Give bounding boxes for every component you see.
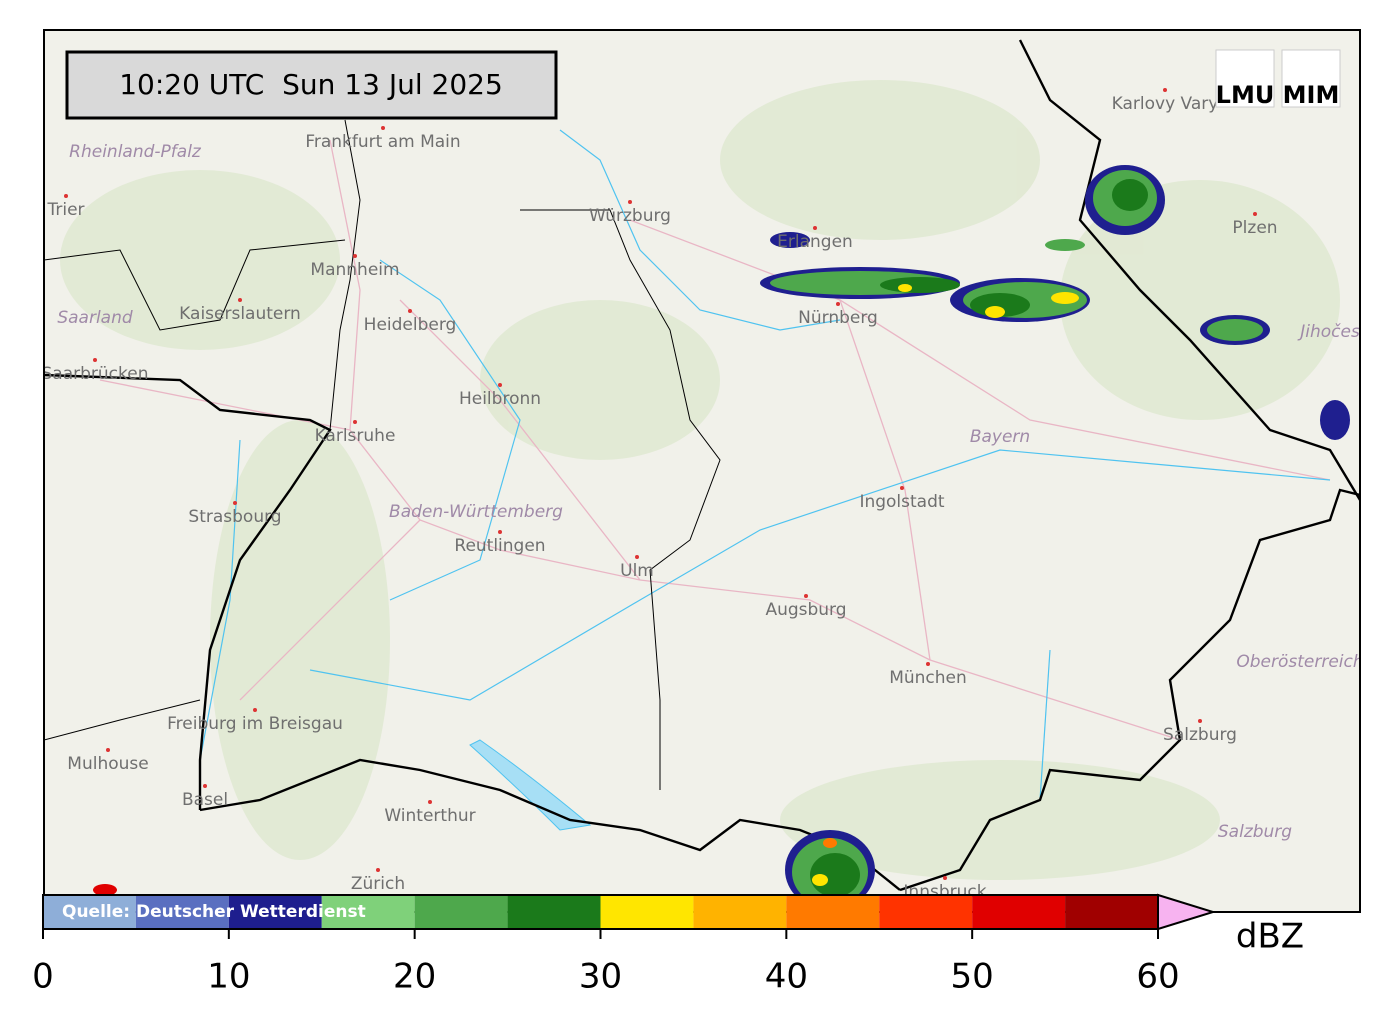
country-borders <box>44 39 1360 892</box>
place-marker <box>408 309 412 313</box>
place-marker <box>93 358 97 362</box>
colorbar-tick-label: 50 <box>951 957 994 997</box>
place-label: Zürich <box>351 874 405 894</box>
logo <box>1281 49 1341 108</box>
place-marker <box>428 800 432 804</box>
place-label: Winterthur <box>384 806 475 826</box>
place-label: Heidelberg <box>364 315 457 335</box>
terrain <box>60 80 1340 880</box>
place-label: München <box>889 668 967 688</box>
place-label: Karlovy Vary <box>1112 94 1219 114</box>
colorbar-segment <box>786 895 880 929</box>
place-marker <box>233 501 237 505</box>
place-marker <box>238 298 242 302</box>
place-marker <box>376 868 380 872</box>
place-label: Ingolstadt <box>859 492 944 512</box>
place-label: Heilbronn <box>459 389 541 409</box>
colorbar-tick-label: 10 <box>207 957 250 997</box>
place-label: Salzburg <box>1163 725 1237 745</box>
place-label: Karlsruhe <box>315 426 396 446</box>
place-marker <box>498 530 502 534</box>
place-marker <box>628 200 632 204</box>
place-label: Kaiserslautern <box>179 304 301 324</box>
place-marker <box>635 555 639 559</box>
place-marker <box>1163 88 1167 92</box>
rivers <box>199 129 1331 801</box>
place-label: Ulm <box>620 561 654 581</box>
colorbar-segment <box>1065 895 1158 929</box>
place-marker <box>203 784 207 788</box>
lake <box>469 739 592 831</box>
colorbar-segment <box>879 895 973 929</box>
place-label: Plzen <box>1232 218 1277 238</box>
place-marker <box>64 194 68 198</box>
place-label: Basel <box>182 790 228 810</box>
place-label: Nürnberg <box>798 308 878 328</box>
colorbar: 0 10 20 30 40 50 60 dBZ <box>32 893 1304 997</box>
logo <box>1215 49 1275 108</box>
place-label: Frankfurt am Main <box>305 132 460 152</box>
place-marker <box>813 226 817 230</box>
place-label: Erlangen <box>777 232 853 252</box>
logo-text: LMU <box>1216 81 1275 109</box>
colorbar-segment <box>321 895 415 929</box>
place-label: Strasbourg <box>188 507 281 527</box>
place-label: Saarbrücken <box>42 364 149 384</box>
place-marker <box>253 708 257 712</box>
place-label: Trier <box>46 200 84 220</box>
place-marker <box>353 254 357 258</box>
colorbar-segment <box>600 895 694 929</box>
region-label: Bayern <box>970 427 1030 447</box>
place-label: Würzburg <box>589 206 671 226</box>
colorbar-tick-label: 30 <box>579 957 622 997</box>
region-label: Baden-Württemberg <box>389 502 563 522</box>
region-label: Oberösterreich <box>1236 652 1363 672</box>
place-label: Augsburg <box>765 600 846 620</box>
place-marker <box>381 126 385 130</box>
place-label: Freiburg im Breisgau <box>167 714 343 734</box>
admin-borders <box>44 119 721 790</box>
timestamp: 10:20 UTC Sun 13 Jul 2025 <box>119 68 503 101</box>
colorbar-segment <box>693 895 787 929</box>
radar-echoes <box>93 165 1350 910</box>
place-marker <box>926 662 930 666</box>
colorbar-segment <box>228 895 322 929</box>
place-marker <box>836 302 840 306</box>
place-marker <box>900 486 904 490</box>
place-label: Mulhouse <box>67 754 148 774</box>
place-label: Mannheim <box>310 260 399 280</box>
colorbar-tick-label: 0 <box>32 957 54 997</box>
place-label: Reutlingen <box>454 536 545 556</box>
map: Frankfurt am Main Würzburg Erlangen Nürnber… <box>42 30 1380 912</box>
place-marker <box>1253 212 1257 216</box>
colorbar-unit: dBZ <box>1236 917 1304 957</box>
place-marker <box>106 748 110 752</box>
region-label: Saarland <box>57 308 133 328</box>
place-marker <box>353 420 357 424</box>
source-credit: Quelle: Deutscher Wetterdienst <box>62 902 366 922</box>
colorbar-segment <box>135 895 229 929</box>
colorbar-tick-label: 60 <box>1136 957 1179 997</box>
colorbar-segment <box>507 895 601 929</box>
colorbar-segment <box>43 895 136 929</box>
colorbar-tick-label: 20 <box>393 957 436 997</box>
timestamp-box <box>65 50 558 120</box>
colorbar-tick-label: 40 <box>765 957 808 997</box>
roads <box>99 139 1331 741</box>
region-label: Jihočeský <box>1297 322 1380 342</box>
place-labels: Frankfurt am Main Würzburg Erlangen Nürnber… <box>42 88 1380 902</box>
region-label: Rheinland-Pfalz <box>69 142 202 162</box>
place-marker <box>804 594 808 598</box>
place-marker <box>1198 719 1202 723</box>
colorbar-segment <box>972 895 1066 929</box>
region-label: Salzburg <box>1218 822 1292 842</box>
logo-text: MIM <box>1283 81 1340 109</box>
place-marker <box>943 876 947 880</box>
place-marker <box>498 383 502 387</box>
colorbar-segment <box>414 895 508 929</box>
